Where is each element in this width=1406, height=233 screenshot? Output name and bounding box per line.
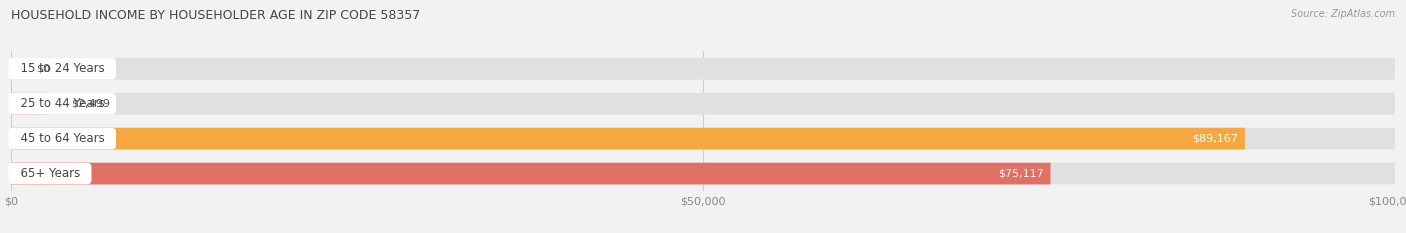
FancyBboxPatch shape (11, 58, 1395, 80)
FancyBboxPatch shape (11, 93, 46, 115)
Text: $0: $0 (37, 64, 51, 74)
FancyBboxPatch shape (11, 128, 1244, 150)
Text: Source: ZipAtlas.com: Source: ZipAtlas.com (1291, 9, 1395, 19)
Text: $75,117: $75,117 (998, 169, 1043, 178)
FancyBboxPatch shape (11, 163, 1050, 185)
FancyBboxPatch shape (11, 163, 1395, 185)
FancyBboxPatch shape (11, 93, 1395, 115)
Text: 25 to 44 Years: 25 to 44 Years (13, 97, 112, 110)
Text: $89,167: $89,167 (1192, 134, 1237, 144)
FancyBboxPatch shape (11, 128, 1395, 150)
Text: 65+ Years: 65+ Years (13, 167, 87, 180)
Text: 15 to 24 Years: 15 to 24 Years (13, 62, 112, 75)
Text: $2,499: $2,499 (70, 99, 110, 109)
Text: 45 to 64 Years: 45 to 64 Years (13, 132, 112, 145)
Text: HOUSEHOLD INCOME BY HOUSEHOLDER AGE IN ZIP CODE 58357: HOUSEHOLD INCOME BY HOUSEHOLDER AGE IN Z… (11, 9, 420, 22)
